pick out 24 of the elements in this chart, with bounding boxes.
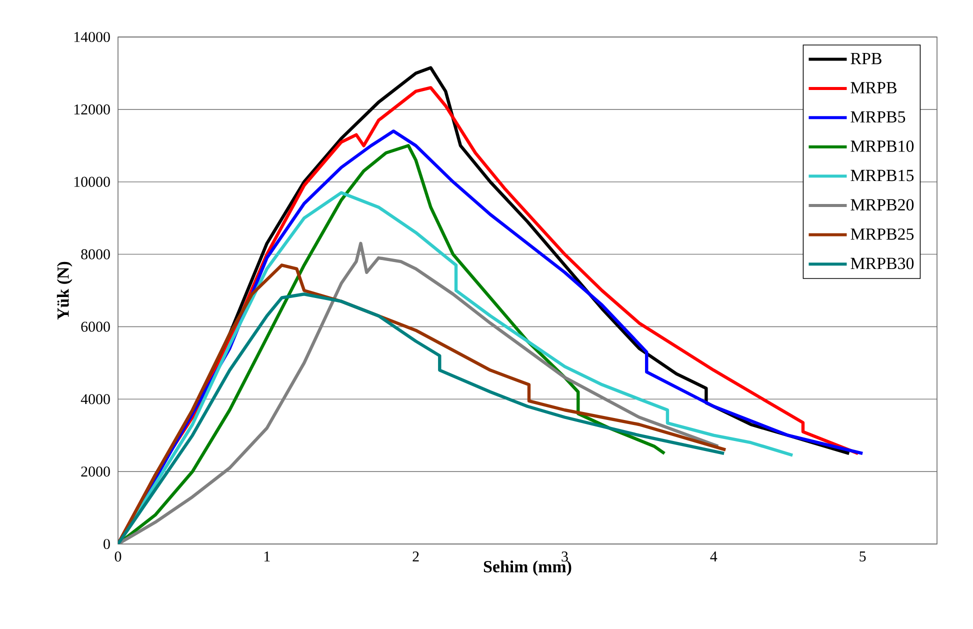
x-tick-label: 0: [114, 552, 122, 562]
y-tick-label: 12000: [74, 104, 110, 114]
legend-label: MRPB25: [850, 228, 914, 240]
x-tick-label: 1: [264, 552, 270, 562]
legend-label: MRPB15: [850, 170, 914, 182]
y-tick-label: 2000: [81, 466, 110, 477]
y-tick-label: 6000: [81, 322, 110, 332]
legend-label: MRPB10: [850, 140, 914, 152]
x-axis-title: Sehim (mm): [484, 560, 572, 576]
legend-label: MRPB5: [850, 111, 906, 123]
legend-label: RPB: [850, 52, 882, 64]
x-tick-label: 5: [860, 552, 866, 562]
legend-label: MRPB30: [850, 258, 914, 270]
y-tick-label: 4000: [80, 394, 110, 404]
legend-label: MRPB: [850, 82, 896, 94]
y-tick-label: 8000: [81, 249, 110, 260]
y-tick-label: 14000: [74, 32, 110, 42]
y-tick-label: 10000: [74, 176, 110, 187]
x-tick-label: 4: [710, 552, 718, 562]
y-tick-label: 0: [104, 538, 110, 550]
x-tick-label: 3: [562, 552, 568, 562]
legend-label: MRPB20: [850, 199, 914, 211]
y-axis-title: Yük (N): [56, 262, 72, 320]
x-tick-label: 2: [412, 552, 419, 562]
